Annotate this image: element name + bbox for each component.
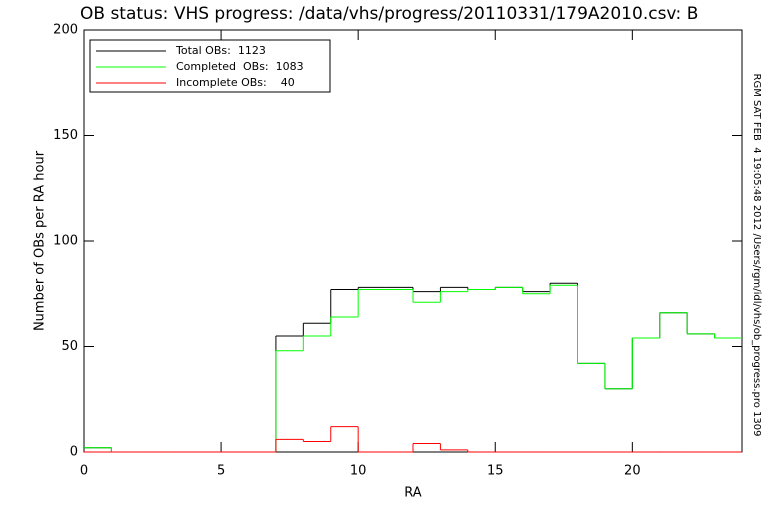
legend-box <box>89 39 331 93</box>
x-tick-label: 0 <box>80 464 88 479</box>
legend-label: Total OBs: 1123 <box>175 44 266 57</box>
x-axis-label: RA <box>404 486 422 501</box>
y-tick-label: 100 <box>53 234 78 249</box>
x-tick-label: 15 <box>487 464 504 479</box>
x-tick-label: 20 <box>624 464 641 479</box>
y-tick-label: 200 <box>53 23 78 38</box>
x-tick-label: 5 <box>217 464 225 479</box>
annotation: RGM SAT FEB 4 19:05:48 2012 /Users/rgm/i… <box>751 74 762 437</box>
y-axis-label: Number of OBs per RA hour <box>33 150 48 331</box>
legend-label: Incomplete OBs: 40 <box>176 76 295 89</box>
legend-label: Completed OBs: 1083 <box>176 60 304 73</box>
x-tick-label: 10 <box>350 464 367 479</box>
y-tick-label: 150 <box>53 128 78 143</box>
y-tick-label: 50 <box>61 339 78 354</box>
chart-title: OB status: VHS progress: /data/vhs/progr… <box>80 4 698 24</box>
y-tick-label: 0 <box>70 445 78 460</box>
